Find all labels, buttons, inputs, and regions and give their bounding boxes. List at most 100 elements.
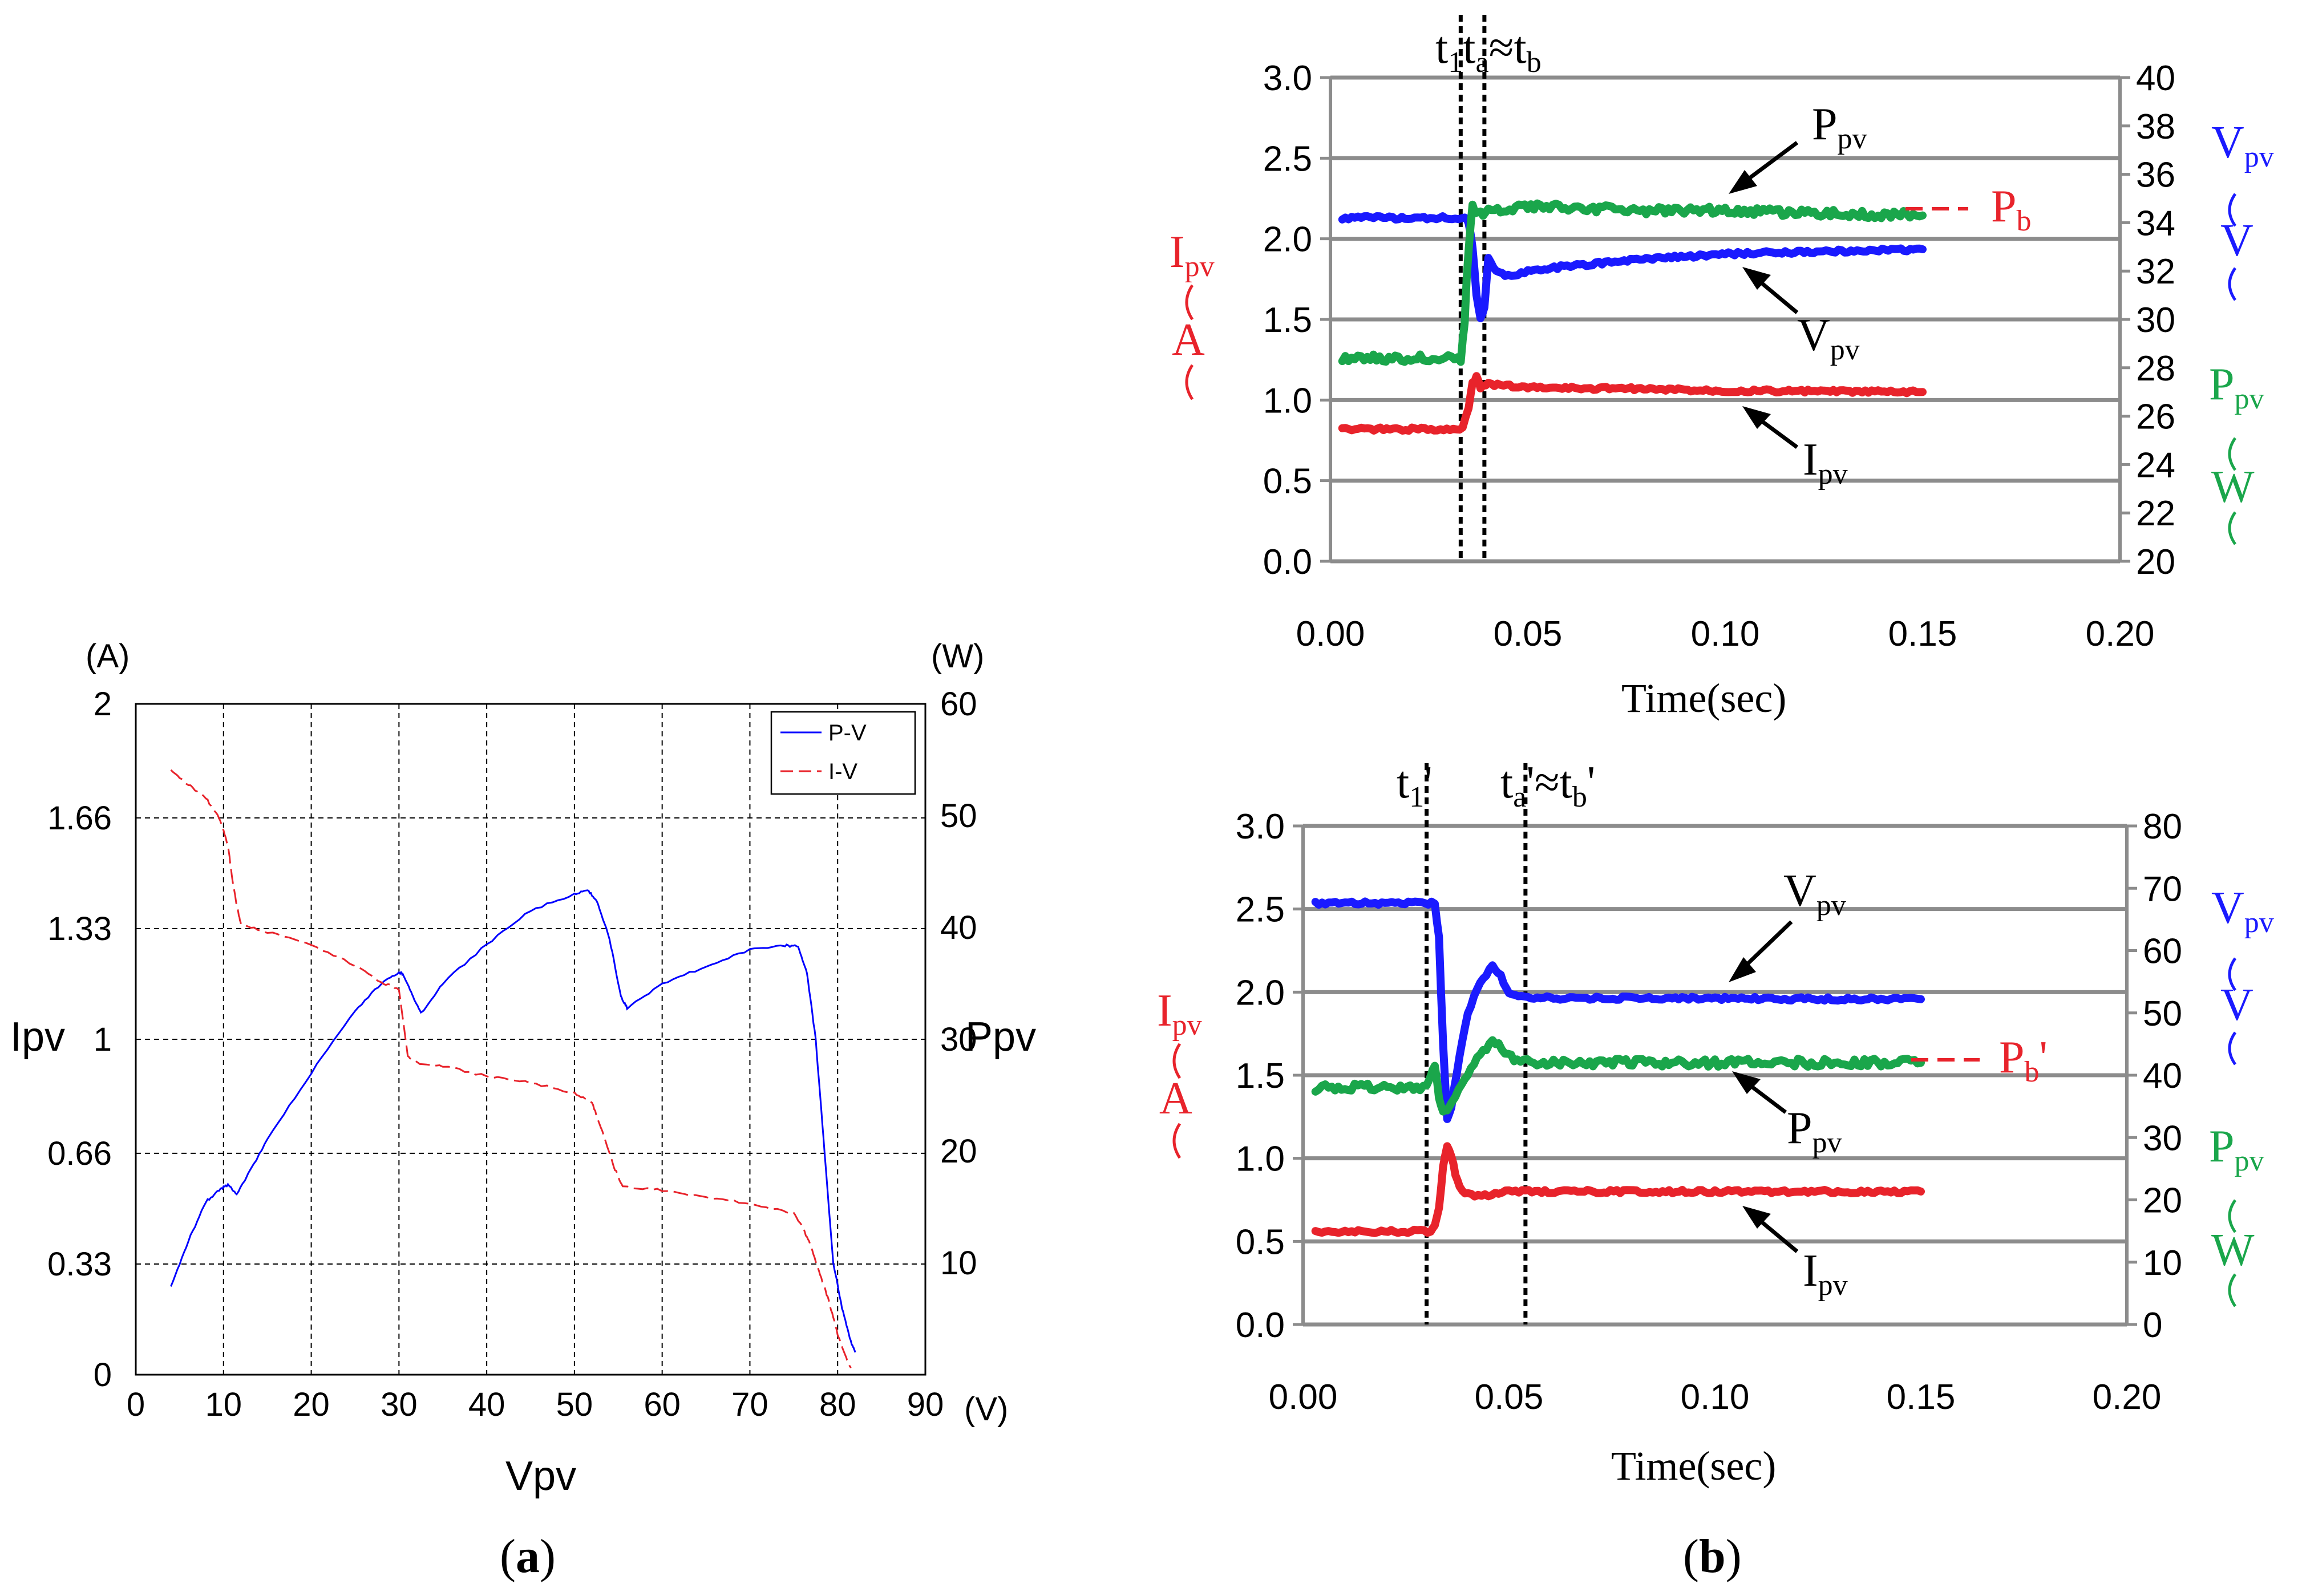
panel-b-top-callout-pb: Pb bbox=[1905, 181, 2032, 237]
legend-label-i-v: I-V bbox=[828, 759, 857, 784]
a-y-right-tick-label: 20 bbox=[940, 1133, 977, 1170]
svg-text:W: W bbox=[2211, 462, 2255, 512]
b-bottom-y-left-tick-label: 2.0 bbox=[1236, 973, 1285, 1012]
b-top-y-right-tick-label: 34 bbox=[2136, 204, 2175, 243]
panel-b-bottom-series bbox=[1311, 897, 1925, 1237]
svg-text:A: A bbox=[1172, 315, 1205, 365]
a-x-tick-label: 40 bbox=[468, 1386, 505, 1423]
a-y-left-tick-label: 0.66 bbox=[47, 1135, 112, 1172]
b-top-y-right-tick-label: 28 bbox=[2136, 349, 2175, 388]
a-y-right-tick-label: 30 bbox=[940, 1021, 977, 1058]
b-top-y-right-tick-label: 26 bbox=[2136, 398, 2175, 437]
a-x-tick-label: 60 bbox=[644, 1386, 681, 1423]
panel-a-grid bbox=[136, 704, 925, 1375]
svg-text:Pb': Pb' bbox=[1999, 1032, 2048, 1088]
panel-b-top-grid bbox=[1320, 15, 2130, 564]
panel-b-top-chart: 0.0 0.5 1.0 1.5 2.0 2.5 3.0 20 22 24 26 28 30 32 34 36 3… bbox=[1170, 15, 2274, 721]
b-bottom-y-left-tick-label: 0.5 bbox=[1236, 1222, 1285, 1262]
a-y-right-tick-label: 10 bbox=[940, 1245, 977, 1282]
b-top-y-left-tick-label: 1.0 bbox=[1263, 381, 1312, 420]
a-y-left-tick-label: 0 bbox=[94, 1356, 112, 1394]
svg-text:Ppv: Ppv bbox=[2209, 359, 2264, 415]
svg-text:V: V bbox=[2220, 216, 2254, 266]
a-x-tick-label: 30 bbox=[381, 1386, 418, 1423]
b-bottom-series-ppv bbox=[1311, 1036, 1925, 1116]
b-top-y-left-tick-label: 0.5 bbox=[1263, 462, 1312, 501]
a-x-tick-label: 70 bbox=[731, 1386, 768, 1423]
b-bottom-series-vpv bbox=[1311, 897, 1925, 1123]
panel-b-bottom-callout-ppv: Ppv bbox=[1732, 1071, 1842, 1159]
b-top-y-left-tick-label: 2.5 bbox=[1263, 139, 1312, 179]
b-top-x-tick-label: 0.10 bbox=[1691, 614, 1760, 654]
panel-a-chart: 0 10 20 30 40 50 60 70 80 90 0 0.33 0.66 1 1.33 1.66 2 10… bbox=[10, 638, 1036, 1499]
b-bottom-x-tick-label: 0.10 bbox=[1681, 1378, 1750, 1417]
panel-a-x-unit: (V) bbox=[964, 1391, 1008, 1428]
svg-text:Ipv: Ipv bbox=[1157, 986, 1202, 1042]
b-bottom-y-right-tick-label: 10 bbox=[2143, 1243, 2182, 1283]
b-top-y-right-tick-label: 20 bbox=[2136, 542, 2175, 582]
panel-label-a: (a) bbox=[500, 1530, 556, 1583]
b-top-x-tick-label: 0.15 bbox=[1888, 614, 1957, 654]
svg-text:W: W bbox=[2211, 1225, 2255, 1275]
b-top-y-right-tick-label: 40 bbox=[2136, 59, 2175, 98]
svg-text:Pb: Pb bbox=[1991, 181, 2032, 237]
a-x-tick-label: 80 bbox=[819, 1386, 856, 1423]
panel-b-bottom-ticks: 0.0 0.5 1.0 1.5 2.0 2.5 3.0 0 10 20 30 40 50 60 70 80 0.… bbox=[1236, 807, 2182, 1417]
panel-b-bottom-chart: 0.0 0.5 1.0 1.5 2.0 2.5 3.0 0 10 20 30 40 50 60 70 80 0.… bbox=[1157, 758, 2274, 1489]
b-bottom-y-right-tick-label: 40 bbox=[2143, 1056, 2182, 1096]
a-y-left-tick-label: 2 bbox=[94, 686, 112, 723]
b-top-series-vpv bbox=[1338, 212, 1927, 322]
b-bottom-y-right-tick-label: 50 bbox=[2143, 994, 2182, 1034]
panel-b-bottom-right-axis-label-p: Ppv W bbox=[2209, 1121, 2264, 1307]
panel-b-bottom-callout-vpv: Vpv bbox=[1729, 866, 1846, 982]
svg-text:A: A bbox=[1159, 1074, 1192, 1124]
panel-b-top-ticks: 0.0 0.5 1.0 1.5 2.0 2.5 3.0 20 22 24 26 28 30 32 34 36 3… bbox=[1263, 59, 2175, 654]
b-top-x-tick-label: 0.05 bbox=[1494, 614, 1563, 654]
b-top-series-ipv bbox=[1338, 372, 1927, 435]
b-top-x-tick-label: 0.20 bbox=[2086, 614, 2155, 654]
panel-a-plot-frame bbox=[135, 703, 927, 1376]
b-bottom-y-right-tick-label: 30 bbox=[2143, 1119, 2182, 1158]
svg-text:Ipv: Ipv bbox=[1170, 227, 1215, 283]
a-y-left-tick-label: 1 bbox=[94, 1021, 112, 1058]
b-top-series-ppv bbox=[1338, 199, 1927, 366]
b-bottom-y-left-tick-label: 1.5 bbox=[1236, 1056, 1285, 1096]
a-y-left-tick-label: 1.66 bbox=[47, 800, 112, 837]
b-top-y-right-tick-label: 38 bbox=[2136, 107, 2175, 147]
svg-text:Vpv: Vpv bbox=[1783, 866, 1846, 922]
a-x-tick-label: 20 bbox=[293, 1386, 330, 1423]
svg-text:Ppv: Ppv bbox=[1787, 1103, 1842, 1159]
panel-a-ylabel-right: Ppv bbox=[965, 1014, 1036, 1060]
a-series-i-v bbox=[170, 769, 852, 1368]
panel-b-bottom-left-axis-label: Ipv A bbox=[1157, 986, 1202, 1159]
svg-text:Ppv: Ppv bbox=[2209, 1121, 2264, 1177]
a-y-left-tick-label: 1.33 bbox=[47, 910, 112, 947]
b-top-y-right-tick-label: 30 bbox=[2136, 301, 2175, 340]
a-y-right-tick-label: 50 bbox=[940, 797, 977, 835]
b-bottom-x-tick-label: 0.05 bbox=[1475, 1378, 1544, 1417]
a-x-tick-label: 10 bbox=[205, 1386, 242, 1423]
svg-text:Vpv: Vpv bbox=[2211, 118, 2274, 173]
svg-text:Vpv: Vpv bbox=[1797, 310, 1860, 366]
svg-text:Ipv: Ipv bbox=[1803, 435, 1848, 491]
panel-b-bottom-callout-pb: Pb' bbox=[1911, 1032, 2048, 1088]
legend-label-p-v: P-V bbox=[828, 720, 867, 746]
panel-b-top-left-axis-label: Ipv A bbox=[1170, 227, 1215, 400]
b-bottom-y-right-tick-label: 20 bbox=[2143, 1181, 2182, 1221]
panel-a-left-unit: (A) bbox=[86, 638, 130, 675]
a-y-left-tick-label: 0.33 bbox=[47, 1246, 112, 1283]
panel-b-top-callout-ppv: Ppv bbox=[1729, 99, 1867, 194]
a-x-tick-label: 0 bbox=[127, 1386, 145, 1423]
b-bottom-series-ipv bbox=[1311, 1142, 1925, 1237]
b-top-y-left-tick-label: 1.5 bbox=[1263, 301, 1312, 340]
b-bottom-y-right-tick-label: 0 bbox=[2143, 1306, 2162, 1345]
svg-text:Ppv: Ppv bbox=[1812, 99, 1867, 155]
panel-b-bottom-ta-tb-annotation: ta'≈tb' bbox=[1500, 758, 1595, 813]
b-top-x-tick-label: 0.00 bbox=[1296, 614, 1365, 654]
panel-b-top-callout-vpv: Vpv bbox=[1742, 267, 1860, 366]
panel-b-bottom-callout-ipv: Ipv bbox=[1742, 1206, 1848, 1302]
b-top-y-right-tick-label: 24 bbox=[2136, 445, 2175, 485]
panel-b-top-right-axis-label-v: Vpv V bbox=[2211, 118, 2274, 301]
panel-a-legend: P-V I-V bbox=[770, 711, 916, 795]
